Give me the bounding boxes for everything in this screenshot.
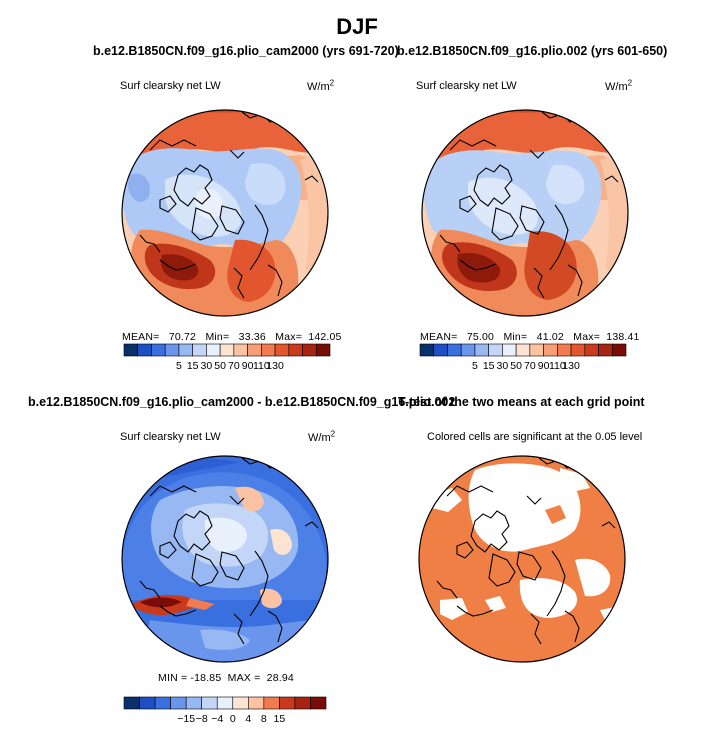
panel1-stats: MEAN= 70.72 Min= 33.36 Max= 142.05 [122, 331, 342, 343]
panel1-colorbar-box [288, 343, 303, 357]
panel3-colorbar-label: −8 [196, 713, 208, 725]
panel2-colorbar-label: 90 [538, 360, 550, 372]
panel2-colorbar-box [543, 343, 558, 357]
panel1-colorbar-label: 5 [176, 360, 182, 372]
panel2-colorbar-box [502, 343, 517, 357]
panel2-colorbar-box [557, 343, 572, 357]
panel3-colorbar-box [139, 696, 156, 710]
panel2-colorbar-label: 70 [524, 360, 536, 372]
panel1-colorbar-box [247, 343, 262, 357]
panel1-colorbar-label: 110 [253, 360, 270, 372]
panel3-colorbar-box [310, 696, 327, 710]
panel3-colorbar-label: 0 [230, 713, 236, 725]
panel2-colorbar-label: 50 [510, 360, 522, 372]
panel1-colorbar-label: 90 [242, 360, 254, 372]
panel1-colorbar-box [219, 343, 235, 357]
panel2-variable-label: Surf clearsky net LW [416, 80, 517, 92]
panel3-variable-label: Surf clearsky net LW [120, 431, 221, 443]
panel4-field [419, 456, 625, 662]
panel1-colorbar-box [302, 343, 317, 357]
panel3-stats: MIN = -18.85 MAX = 28.94 [158, 672, 294, 684]
panel3-colorbar-label: 8 [261, 713, 267, 725]
panel1-colorbar-box [178, 343, 193, 357]
panel3-field [122, 456, 328, 662]
panel3-colorbar-box [123, 696, 140, 710]
panel3-colorbar-box [216, 696, 234, 710]
panel3-colorbar-box [185, 696, 202, 710]
panel2-colorbar-box [488, 343, 503, 357]
panel2-colorbar-label: 15 [483, 360, 495, 372]
panel1-colorbar-box [192, 343, 207, 357]
panel2-colorbar-label: 110 [549, 360, 566, 372]
panel3-colorbar-box [232, 696, 249, 710]
panel2-title: b.e12.B1850CN.f09_g16.plio.002 (yrs 601-… [397, 44, 668, 58]
figure-title: DJF [336, 14, 378, 39]
panel1-colorbar-box [151, 343, 166, 357]
panel3-title: b.e12.B1850CN.f09_g16.plio_cam2000 - b.e… [28, 395, 456, 409]
panel1-colorbar-label: 70 [228, 360, 240, 372]
panel1-colorbar-box [233, 343, 248, 357]
panel1-colorbar-box [164, 343, 180, 357]
panel1-units: W/m2 [307, 78, 335, 93]
panel2-colorbar-box [447, 343, 462, 357]
panel1-colorbar-box [206, 343, 221, 357]
panel1-colorbar-box [137, 343, 152, 357]
panel1-colorbar-box [123, 343, 139, 357]
panel2-colorbar-box [474, 343, 489, 357]
panel2-colorbar-box [515, 343, 531, 357]
panel4-map [418, 455, 626, 663]
panel2-colorbar-box [460, 343, 476, 357]
panel3-colorbar-label: −15 [177, 713, 195, 725]
panel2-units: W/m2 [605, 78, 633, 93]
panel3-map [121, 455, 329, 663]
panel2-field [422, 110, 628, 316]
panel2-colorbar-label: 5 [472, 360, 478, 372]
panel2-colorbar-box [611, 343, 627, 357]
panel3-colorbar-label: 4 [245, 713, 251, 725]
panel3-colorbar-box [154, 696, 171, 710]
panel1-map [121, 109, 329, 317]
panel2-colorbar-box [529, 343, 544, 357]
panel2-map [421, 109, 629, 317]
panel1-colorbar-box [261, 343, 276, 357]
panel1-coastlines [139, 111, 319, 299]
panel3-colorbar-box [279, 696, 296, 710]
panel4-coastlines [436, 457, 616, 645]
panel3-colorbar-box [248, 696, 265, 710]
panel2-colorbar-box [419, 343, 435, 357]
panel1-title: b.e12.B1850CN.f09_g16.plio_cam2000 (yrs … [93, 44, 399, 58]
panel1-colorbar-label: 50 [214, 360, 226, 372]
panel2-stats: MEAN= 75.00 Min= 41.02 Max= 138.41 [420, 331, 640, 343]
panel3-colorbar: −15 −8 −4 0 4 8 15 [123, 696, 327, 725]
panel3-colorbar-label: 15 [274, 713, 286, 725]
panel1-colorbar-label: 15 [187, 360, 199, 372]
panel2-colorbar-label: 30 [497, 360, 509, 372]
panel3-units: W/m2 [308, 429, 336, 444]
panel2-colorbar-box [433, 343, 448, 357]
panel1-field [122, 110, 328, 316]
panel4-title: T-test of the two means at each grid poi… [398, 395, 645, 409]
panel2-coastlines [439, 111, 619, 299]
panel1-colorbar-label: 130 [266, 360, 284, 372]
panel4-subtitle: Colored cells are significant at the 0.0… [427, 431, 643, 443]
panel1-variable-label: Surf clearsky net LW [120, 80, 221, 92]
panel3-colorbar-box [263, 696, 280, 710]
panel1-colorbar-label: 30 [201, 360, 213, 372]
panel1-colorbar-box [274, 343, 290, 357]
panel3-colorbar-box [170, 696, 187, 710]
panel1-colorbar-box [315, 343, 331, 357]
panel3-colorbar-box [294, 696, 311, 710]
panel3-colorbar-label: −4 [211, 713, 223, 725]
panel2-colorbar-box [570, 343, 586, 357]
panel3-colorbar-box [201, 696, 218, 710]
panel2-colorbar-label: 130 [562, 360, 580, 372]
panel2-colorbar-box [584, 343, 599, 357]
panel2-colorbar-box [598, 343, 613, 357]
